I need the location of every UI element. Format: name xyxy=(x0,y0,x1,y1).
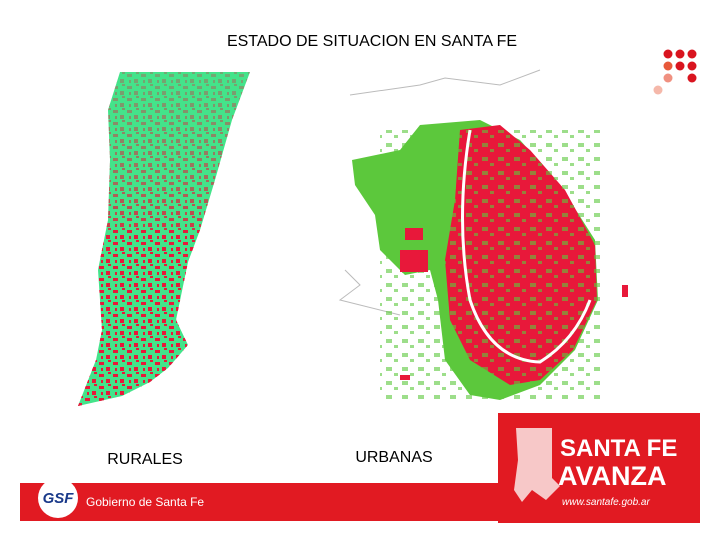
footer-badge xyxy=(38,478,78,518)
logo-map xyxy=(514,428,560,502)
urban-map xyxy=(338,69,628,400)
rural-map xyxy=(78,72,250,406)
decor-dots xyxy=(653,49,697,95)
footer-text: Gobierno de Santa Fe xyxy=(86,495,204,509)
map-label: URBANAS xyxy=(355,449,432,466)
logo-url: www.santafe.gob.ar xyxy=(562,497,650,508)
map-label: RURALES xyxy=(107,451,183,468)
slide-title: ESTADO DE SITUACION EN SANTA FE xyxy=(227,33,517,50)
logo-line2: AVANZA xyxy=(558,461,667,491)
badge-text: GSF xyxy=(43,490,75,507)
logo-line1: SANTA FE xyxy=(560,435,677,462)
